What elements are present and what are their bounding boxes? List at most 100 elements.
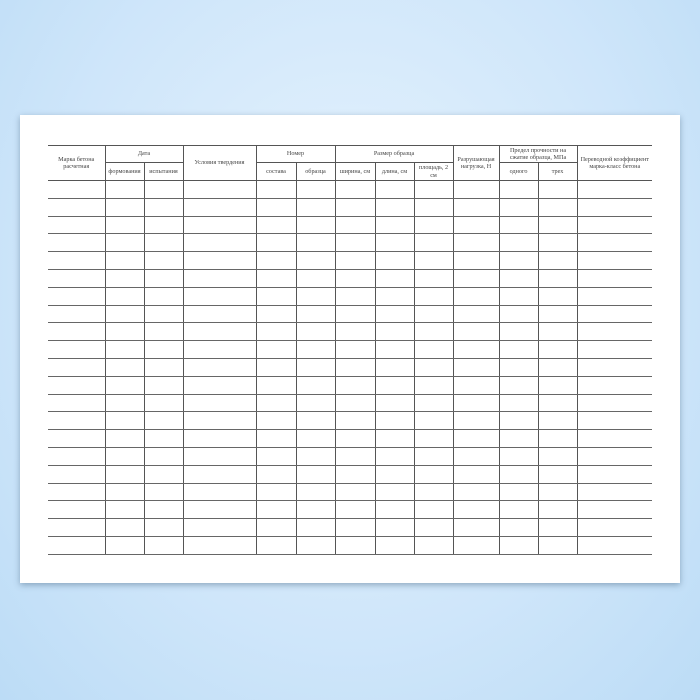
table-cell[interactable] [576,340,653,359]
table-cell[interactable] [537,536,578,555]
table-cell[interactable] [182,287,257,306]
table-cell[interactable] [255,198,297,217]
table-cell[interactable] [182,447,257,466]
table-cell[interactable] [537,500,578,520]
table-cell[interactable] [182,180,257,199]
table-cell[interactable] [413,411,454,431]
table-cell[interactable] [413,358,454,377]
table-cell[interactable] [374,198,415,217]
table-cell[interactable] [374,233,415,253]
table-cell[interactable] [255,322,297,342]
table-cell[interactable] [104,411,145,431]
table-cell[interactable] [374,322,415,342]
table-cell[interactable] [104,465,145,484]
table-cell[interactable] [182,411,257,431]
table-cell[interactable] [104,518,145,537]
table-cell[interactable] [452,536,500,555]
table-cell[interactable] [143,216,184,235]
table-cell[interactable] [48,180,106,199]
table-cell[interactable] [143,447,184,466]
table-cell[interactable] [498,251,539,270]
table-cell[interactable] [537,429,578,448]
table-cell[interactable] [295,536,336,555]
table-cell[interactable] [182,500,257,520]
table-cell[interactable] [498,322,539,342]
table-cell[interactable] [295,322,336,342]
table-cell[interactable] [452,447,500,466]
table-cell[interactable] [452,376,500,395]
table-cell[interactable] [104,394,145,413]
table-cell[interactable] [48,233,106,253]
table-cell[interactable] [537,180,578,199]
table-cell[interactable] [452,500,500,520]
table-cell[interactable] [374,483,415,502]
table-cell[interactable] [334,500,376,520]
table-cell[interactable] [452,465,500,484]
table-cell[interactable] [48,376,106,395]
table-cell[interactable] [255,394,297,413]
table-cell[interactable] [452,429,500,448]
table-cell[interactable] [182,233,257,253]
table-cell[interactable] [255,180,297,199]
table-cell[interactable] [576,305,653,324]
table-cell[interactable] [334,358,376,377]
table-cell[interactable] [413,376,454,395]
table-cell[interactable] [104,358,145,377]
table-cell[interactable] [576,358,653,377]
table-cell[interactable] [576,411,653,431]
table-cell[interactable] [48,216,106,235]
table-cell[interactable] [255,411,297,431]
table-cell[interactable] [295,305,336,324]
table-cell[interactable] [48,322,106,342]
table-cell[interactable] [143,180,184,199]
table-cell[interactable] [255,500,297,520]
table-cell[interactable] [498,233,539,253]
table-cell[interactable] [48,411,106,431]
table-cell[interactable] [576,518,653,537]
table-cell[interactable] [255,465,297,484]
table-cell[interactable] [104,251,145,270]
table-cell[interactable] [413,340,454,359]
table-cell[interactable] [576,216,653,235]
table-cell[interactable] [104,180,145,199]
table-cell[interactable] [143,483,184,502]
table-cell[interactable] [374,305,415,324]
table-cell[interactable] [104,340,145,359]
table-cell[interactable] [143,376,184,395]
table-cell[interactable] [104,429,145,448]
table-cell[interactable] [182,394,257,413]
table-cell[interactable] [48,447,106,466]
table-cell[interactable] [452,251,500,270]
table-cell[interactable] [48,269,106,288]
table-cell[interactable] [452,340,500,359]
table-cell[interactable] [498,358,539,377]
table-cell[interactable] [255,518,297,537]
table-cell[interactable] [452,287,500,306]
table-cell[interactable] [452,180,500,199]
table-cell[interactable] [374,216,415,235]
table-cell[interactable] [334,394,376,413]
table-cell[interactable] [576,483,653,502]
table-cell[interactable] [295,251,336,270]
table-cell[interactable] [48,536,106,555]
table-cell[interactable] [104,483,145,502]
table-cell[interactable] [143,322,184,342]
table-cell[interactable] [104,376,145,395]
table-cell[interactable] [255,305,297,324]
table-cell[interactable] [295,358,336,377]
table-cell[interactable] [48,500,106,520]
table-cell[interactable] [295,429,336,448]
table-cell[interactable] [104,536,145,555]
table-cell[interactable] [143,198,184,217]
table-cell[interactable] [576,500,653,520]
table-cell[interactable] [537,287,578,306]
table-cell[interactable] [537,394,578,413]
table-cell[interactable] [498,305,539,324]
table-cell[interactable] [374,518,415,537]
table-cell[interactable] [537,305,578,324]
table-cell[interactable] [413,429,454,448]
table-cell[interactable] [413,394,454,413]
table-cell[interactable] [104,287,145,306]
table-cell[interactable] [537,233,578,253]
table-cell[interactable] [537,322,578,342]
